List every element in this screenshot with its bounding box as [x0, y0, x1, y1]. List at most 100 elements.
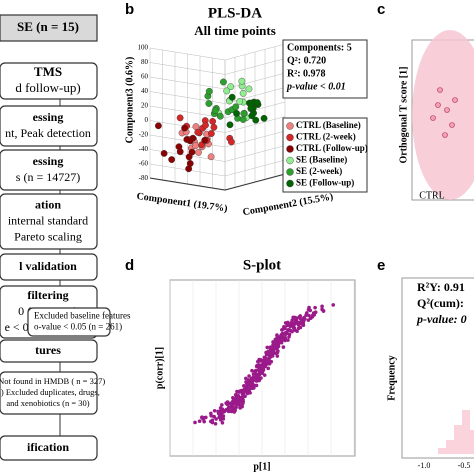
scatter-point	[200, 415, 204, 419]
group-label: CTRL	[419, 190, 445, 201]
flow-box	[0, 105, 98, 147]
scatter-point	[231, 395, 235, 400]
scatter-point	[265, 345, 269, 350]
scatter-point	[313, 305, 317, 310]
flow-text: nt, Peak detection	[5, 126, 91, 140]
scatter-point	[228, 93, 236, 101]
scatter-point	[275, 344, 279, 349]
z-tick-label: 0	[145, 116, 149, 124]
scatter-point	[247, 105, 255, 112]
scatter-point	[304, 313, 308, 317]
scatter-point	[176, 114, 184, 122]
flow-text: Pareto scaling	[14, 229, 82, 243]
scatter-point	[232, 406, 237, 411]
histogram-bar	[454, 425, 462, 454]
scatter-point	[285, 323, 289, 328]
scatter-point	[238, 77, 246, 85]
z-tick-label: 60	[141, 73, 149, 81]
panel-title: S-plot	[243, 257, 281, 273]
scatter-point	[256, 359, 260, 364]
scatter-point	[254, 379, 259, 383]
flow-text: Excluded baseline features	[34, 311, 131, 321]
panel-label: c	[377, 1, 385, 18]
scatter-point	[221, 417, 226, 421]
scatter-point	[207, 153, 215, 161]
scatter-point	[212, 408, 217, 413]
scatter-point	[293, 317, 298, 321]
scatter-point	[263, 357, 267, 361]
scatter-point	[194, 128, 202, 136]
flow-text: filtering	[27, 288, 68, 302]
scatter-point	[271, 351, 275, 355]
z-tick-label: -20	[139, 131, 149, 139]
z-tick-label: -60	[139, 160, 149, 168]
scatter-point	[210, 123, 218, 131]
scatter-point	[236, 98, 244, 105]
scatter-point	[181, 124, 189, 132]
scatter-point	[452, 97, 458, 103]
scatter-point	[207, 130, 215, 137]
scatter-point	[300, 322, 304, 326]
scatter-point	[216, 409, 221, 414]
flow-text: and xenobiotics (n = 30)	[6, 398, 89, 408]
scatter-point	[241, 393, 245, 398]
scatter-point	[227, 83, 235, 91]
scatter-point	[220, 403, 224, 407]
legend-marker	[286, 179, 294, 188]
panel-label: b	[125, 1, 134, 18]
scatter-point	[239, 116, 247, 123]
histogram-bar	[462, 410, 470, 454]
scatter-point	[252, 116, 260, 124]
histogram-bar	[446, 440, 454, 454]
z-tick-label: -40	[139, 145, 149, 153]
flow-text: ification	[27, 440, 69, 454]
stats-text: Components: 5	[287, 42, 352, 53]
scatter-point	[283, 336, 288, 340]
flow-box	[0, 435, 98, 461]
scatter-point	[254, 375, 258, 380]
scatter-point	[220, 420, 225, 425]
scatter-point	[288, 324, 292, 329]
scatter-point	[262, 373, 267, 377]
legend-text: SE (Follow-up)	[296, 178, 354, 188]
flow-text: ation	[35, 197, 61, 211]
scatter-point	[266, 366, 270, 371]
scatter-point	[248, 112, 256, 120]
scatter-point	[209, 117, 217, 125]
scatter-point	[202, 121, 209, 129]
scatter-point	[260, 371, 265, 375]
scatter-point	[205, 87, 213, 95]
scatter-point	[331, 303, 336, 307]
scatter-point	[183, 136, 191, 143]
z-tick-label: -80	[139, 174, 149, 182]
scatter-point	[205, 100, 213, 107]
scatter-point	[293, 320, 298, 324]
scatter-point	[261, 359, 266, 364]
scatter-point	[320, 304, 324, 309]
legend-text: CTRL (Follow-up)	[296, 143, 368, 153]
z-tick-label: 80	[141, 58, 149, 66]
scatter-point	[210, 420, 215, 425]
axis-label: Orthogonal T score [1]	[398, 67, 409, 164]
scatter-point	[444, 107, 450, 113]
axis-label: Frequency	[386, 355, 397, 400]
scatter-point	[239, 388, 244, 393]
legend-marker	[286, 168, 294, 176]
scatter-point	[257, 363, 262, 367]
scatter-point	[222, 409, 227, 414]
scatter-point	[241, 399, 246, 404]
flow-text: essing	[33, 154, 64, 168]
scatter-point	[296, 326, 301, 330]
scatter-point	[251, 382, 255, 387]
scatter-point	[229, 409, 233, 413]
panel-title: PLS-DA	[208, 5, 262, 21]
flow-box	[0, 339, 98, 363]
panel-label: e	[377, 257, 385, 274]
axis-label: p[1]	[253, 461, 270, 472]
scatter-point	[251, 372, 256, 376]
scatter-point	[227, 405, 231, 409]
scatter-point	[229, 401, 234, 405]
legend-box	[282, 117, 368, 193]
flow-box	[27, 307, 111, 337]
stats-text: p-value: 0	[416, 312, 467, 326]
